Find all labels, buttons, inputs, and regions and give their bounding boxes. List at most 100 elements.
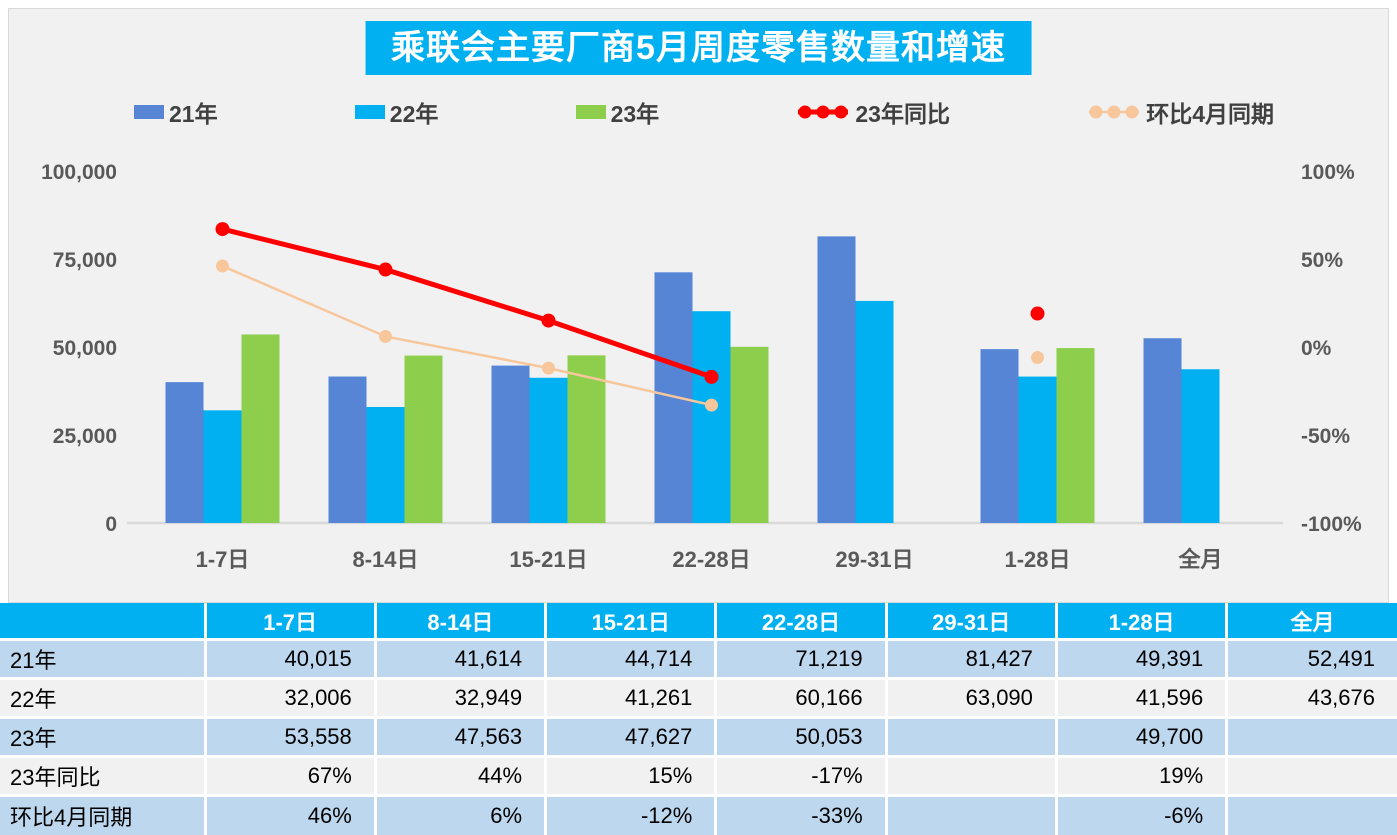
right-axis-tick: 0%: [1301, 337, 1332, 360]
bar-23年-1-7日: [241, 334, 280, 523]
bar-22年-1-7日: [203, 410, 242, 523]
bar-23年-1-28日: [1056, 348, 1095, 523]
table-header-15-21日: 15-21日: [544, 601, 718, 641]
chart-legend: 21年 22年 23年 23年同比 环比4月同期: [134, 95, 1274, 129]
category-label: 8-14日: [352, 547, 418, 572]
row-label: 22年: [0, 677, 207, 720]
chart-title: 乘联会主要厂商5月周度零售数量和增速: [365, 21, 1032, 75]
cell-23年-22-28日: 50,053: [714, 716, 888, 759]
cell-23年同比-8-14日: 44%: [373, 755, 548, 798]
cell-环比4月同期-1-7日: 46%: [203, 794, 377, 835]
cell-22年-1-28日: 41,596: [1054, 677, 1229, 720]
cell-23年同比-29-31日: [884, 755, 1058, 798]
right-axis-tick: 100%: [1301, 161, 1355, 184]
bar-21年-29-31日: [817, 236, 856, 523]
category-label: 15-21日: [509, 547, 587, 572]
table-header-全月: 全月: [1225, 601, 1397, 641]
right-axis-tick: -100%: [1301, 513, 1362, 536]
legend-label: 21年: [169, 101, 218, 127]
left-axis-tick: 0: [105, 513, 117, 536]
line-23年同比: [221, 226, 713, 380]
table-row-23年: 23年 53,558 47,563 47,627 50,053 49,700: [0, 716, 1397, 759]
category-label: 全月: [1177, 547, 1222, 572]
table-header-1-28日: 1-28日: [1054, 601, 1229, 641]
cell-23年-全月: [1225, 716, 1397, 759]
legend-label: 22年: [389, 101, 439, 127]
bar-21年-1-7日: [165, 382, 204, 523]
cell-23年同比-1-28日: 19%: [1054, 755, 1229, 798]
category-label: 29-31日: [835, 547, 913, 572]
bar-21年-8-14日: [328, 376, 367, 523]
bar-21年-15-21日: [491, 365, 530, 523]
bar-22年-22-28日: [692, 311, 731, 523]
cell-21年-全月: 52,491: [1225, 637, 1397, 681]
legend-label: 环比4月同期: [1146, 101, 1274, 127]
cell-22年-15-21日: 41,261: [544, 677, 718, 720]
table-header-29-31日: 29-31日: [884, 601, 1058, 641]
cell-21年-22-28日: 71,219: [714, 637, 888, 681]
cell-22年-全月: 43,676: [1225, 677, 1397, 720]
cell-22年-1-7日: 32,006: [203, 677, 377, 720]
legend-item-23年: 23年: [575, 95, 660, 129]
cell-环比4月同期-15-21日: -12%: [544, 794, 718, 835]
legend-swatch-icon: [575, 105, 606, 119]
cell-环比4月同期-22-28日: -33%: [714, 794, 888, 835]
marker-环比4月同期-15-21日: [542, 361, 555, 375]
bar-23年-15-21日: [567, 355, 606, 523]
bar-22年-1-28日: [1018, 376, 1057, 523]
legend-item-23年同比: 23年同比: [796, 95, 950, 129]
cell-21年-15-21日: 44,714: [544, 637, 718, 681]
cell-环比4月同期-8-14日: 6%: [373, 794, 548, 835]
category-label: 22-28日: [672, 547, 750, 572]
cell-23年-29-31日: [884, 716, 1058, 759]
right-axis-tick: 50%: [1301, 249, 1343, 272]
cell-22年-22-28日: 60,166: [714, 677, 888, 720]
table-header-8-14日: 8-14日: [373, 601, 548, 641]
marker-23年同比-8-14日: [378, 262, 393, 277]
cell-21年-8-14日: 41,614: [373, 637, 548, 681]
bar-23年-22-28日: [730, 346, 769, 523]
bar-22年-8-14日: [366, 407, 405, 523]
left-axis-tick: 25,000: [53, 425, 117, 448]
marker-环比4月同期-8-14日: [379, 329, 392, 343]
table-row-22年: 22年 32,006 32,949 41,261 60,166 63,090 41,596 4…: [0, 677, 1397, 720]
cell-环比4月同期-1-28日: -6%: [1054, 794, 1229, 835]
line-环比4月同期: [222, 264, 712, 407]
bar-23年-8-14日: [404, 355, 443, 523]
row-label: 23年同比: [0, 755, 207, 798]
cell-22年-8-14日: 32,949: [373, 677, 548, 720]
category-label: 1-7日: [196, 547, 250, 572]
bar-22年-29-31日: [855, 300, 894, 523]
bar-21年-1-28日: [980, 349, 1019, 523]
left-axis-tick: 100,000: [41, 161, 117, 184]
row-label: 23年: [0, 716, 207, 759]
row-label: 环比4月同期: [0, 794, 207, 835]
right-axis-tick: -50%: [1301, 425, 1350, 448]
legend-label: 23年: [610, 101, 660, 127]
cell-环比4月同期-29-31日: [884, 794, 1058, 835]
row-label: 21年: [0, 637, 207, 681]
legend-swatch-icon: [354, 105, 385, 119]
cell-21年-29-31日: 81,427: [884, 637, 1058, 681]
bar-21年-22-28日: [654, 272, 693, 523]
cell-23年-1-28日: 49,700: [1054, 716, 1229, 759]
data-table: 1-7日 8-14日 15-21日 22-28日 29-31日 1-28日 全月 21年 40…: [0, 601, 1397, 835]
cell-23年同比-全月: [1225, 755, 1397, 798]
marker-环比4月同期-1-7日: [216, 259, 229, 273]
cell-23年-8-14日: 47,563: [373, 716, 548, 759]
bar-22年-15-21日: [529, 377, 568, 523]
left-axis-tick: 50,000: [53, 337, 117, 360]
cell-22年-29-31日: 63,090: [884, 677, 1058, 720]
legend-line-marker-icon: [1089, 105, 1140, 119]
marker-23年同比-1-7日: [215, 222, 230, 237]
marker-环比4月同期-1-28日: [1031, 351, 1044, 365]
cell-23年同比-22-28日: -17%: [714, 755, 888, 798]
table-header-1-7日: 1-7日: [203, 601, 377, 641]
marker-23年同比-22-28日: [704, 369, 719, 384]
table-row-21年: 21年 40,015 41,614 44,714 71,219 81,427 49,391 5…: [0, 637, 1397, 681]
category-label: 1-28日: [1004, 547, 1070, 572]
bar-22年-全月: [1181, 369, 1220, 523]
table-header-corner: [0, 601, 207, 641]
legend-label: 23年同比: [855, 101, 950, 127]
